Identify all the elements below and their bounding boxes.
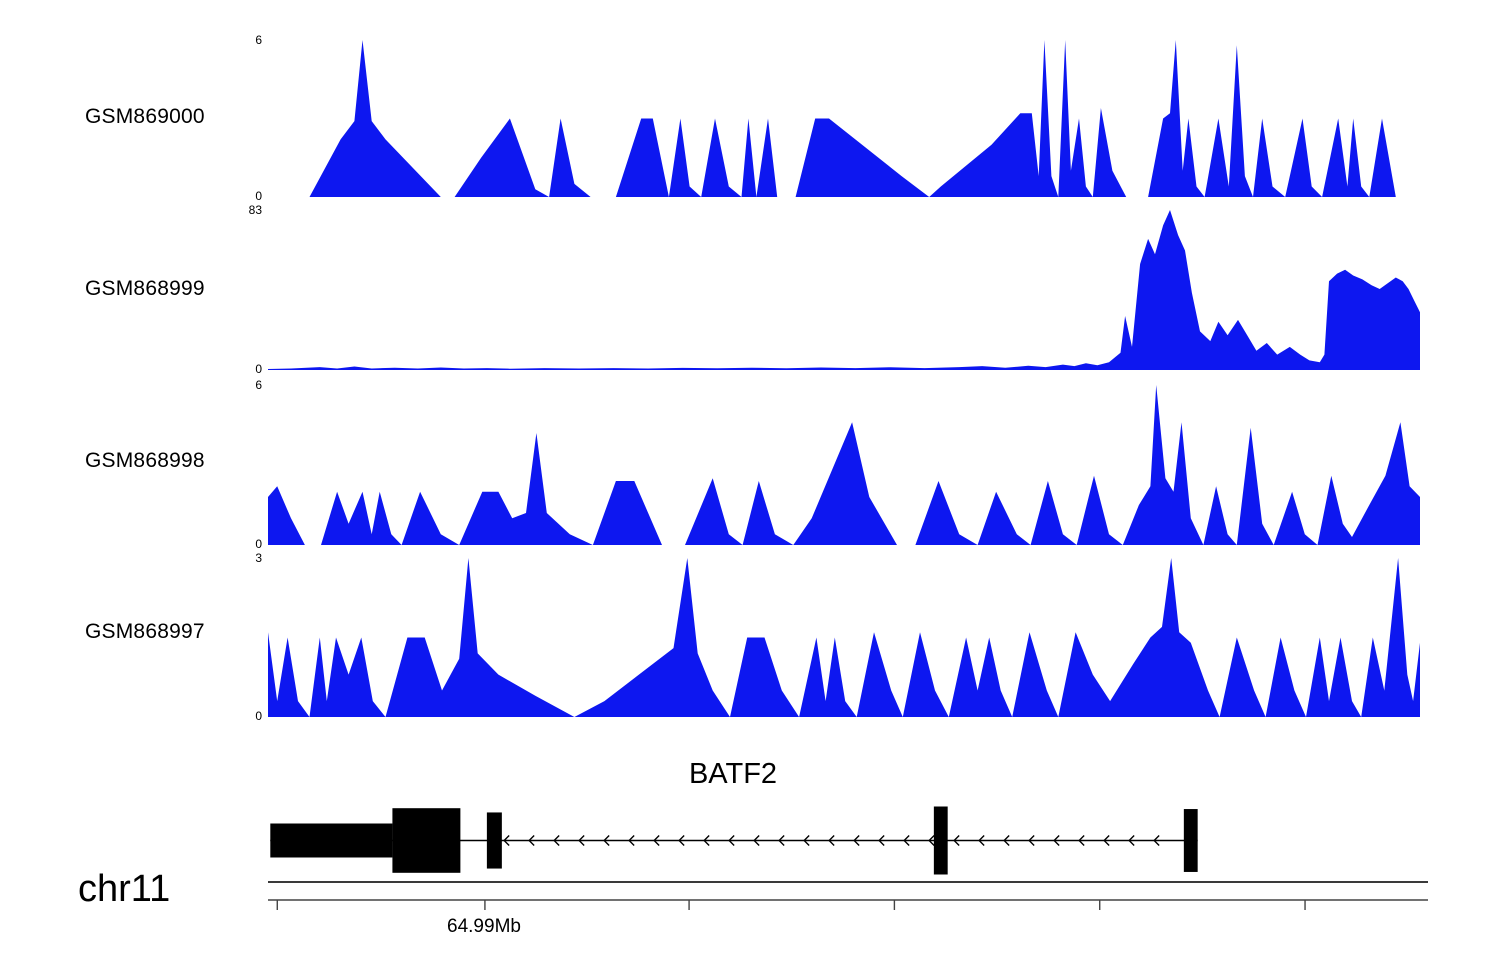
track-label-gsm868997: GSM868997 — [85, 620, 205, 643]
y-axis-max-label: 83 — [248, 203, 262, 217]
coverage-area-chart — [268, 40, 1420, 197]
ruler-top-line — [268, 881, 1428, 883]
y-axis-max-label: 6 — [255, 33, 262, 47]
coverage-area-chart — [268, 210, 1420, 370]
coverage-track-row: 6 0 — [255, 379, 1420, 550]
chromosome-label: chr11 — [78, 868, 171, 910]
genome-axis-svg — [268, 899, 1428, 910]
y-axis-max-label: 3 — [255, 551, 262, 565]
coverage-track-row: 83 0 — [249, 204, 1420, 375]
track-label-gsm868998: GSM868998 — [85, 449, 205, 472]
y-axis-max-label: 6 — [255, 378, 262, 392]
y-axis-min-label: 0 — [255, 709, 262, 723]
coverage-area-chart — [268, 558, 1420, 717]
y-axis-min-label: 0 — [255, 189, 262, 203]
gene-model-svg — [270, 806, 1198, 875]
coverage-track-row: 3 0 — [255, 552, 1420, 722]
y-axis-min-label: 0 — [255, 362, 262, 376]
track-label-gsm869000: GSM869000 — [85, 105, 205, 128]
y-axis-min-label: 0 — [255, 537, 262, 551]
coverage-area-chart — [268, 385, 1420, 545]
track-label-gsm868999: GSM868999 — [85, 277, 205, 300]
axis-tick-label: 64.99Mb — [447, 916, 521, 937]
gene-name-label: BATF2 — [688, 758, 778, 790]
coverage-track-row: 6 0 — [255, 34, 1420, 202]
